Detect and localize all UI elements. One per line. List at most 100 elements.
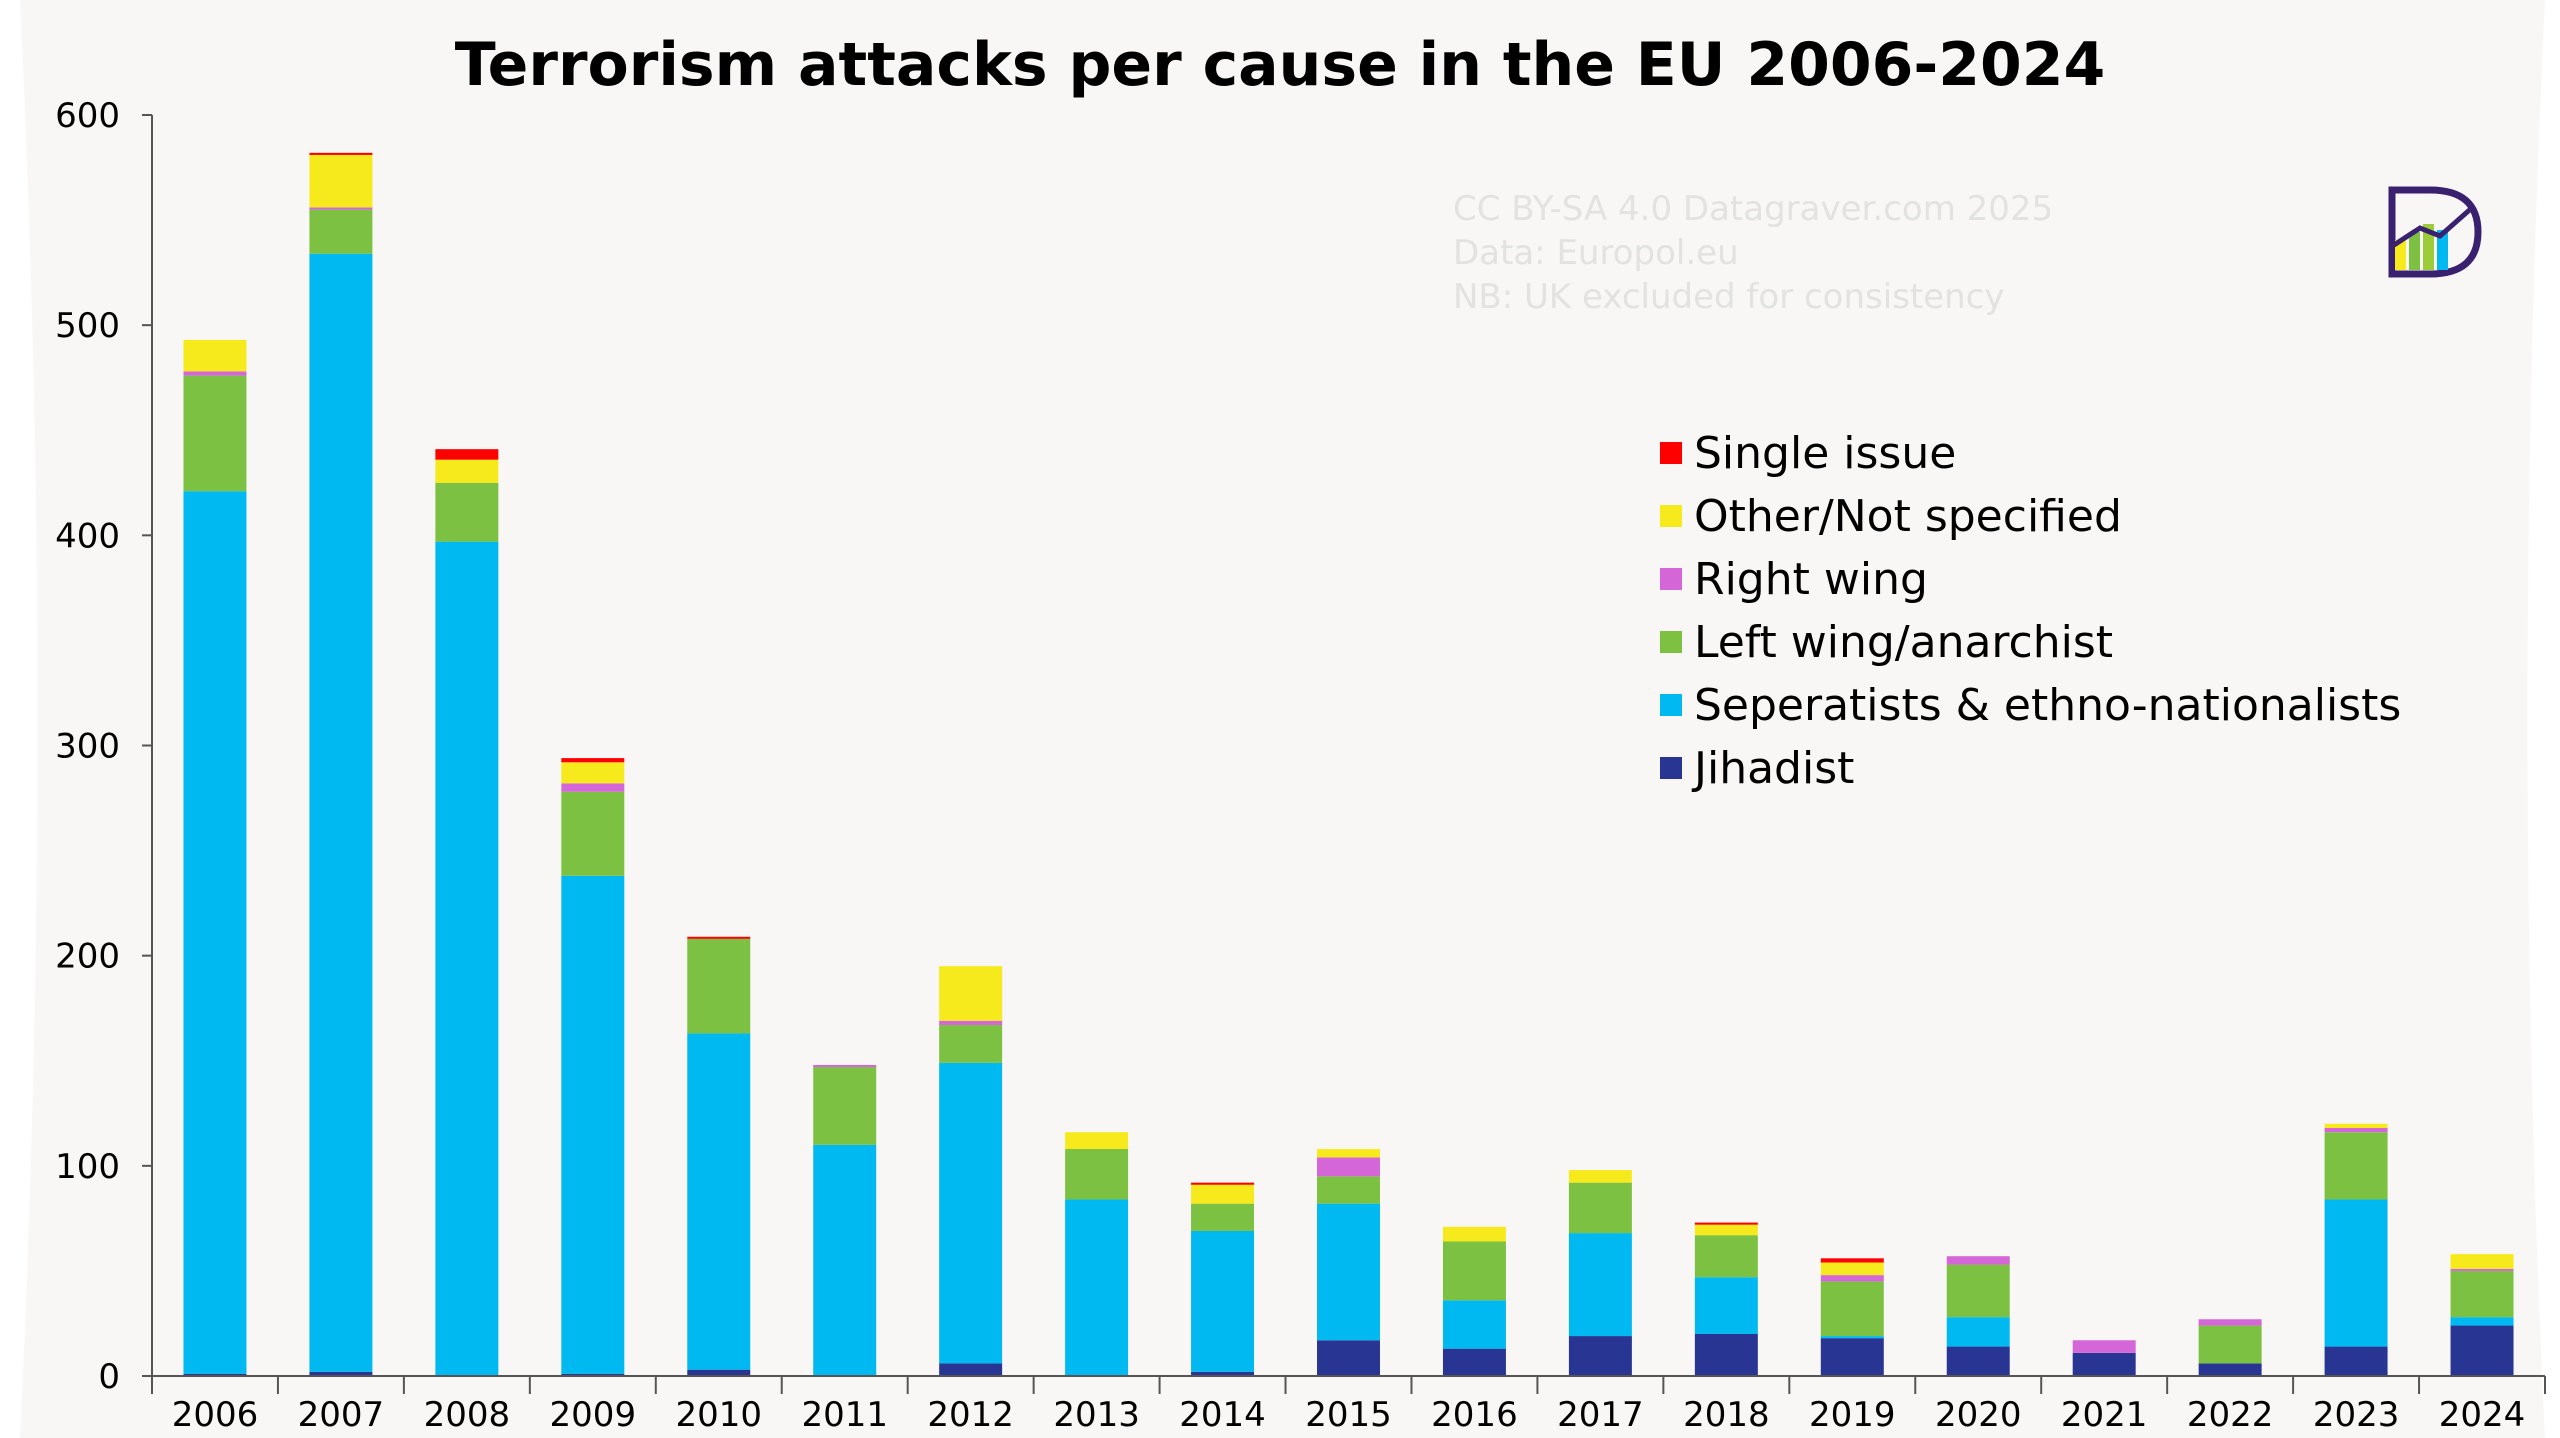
bar-segment-single-issue-2014 bbox=[1191, 1182, 1255, 1185]
bar-segment-single-issue-2007 bbox=[309, 152, 373, 155]
legend-label-jihadist: Jihadist bbox=[1691, 743, 1854, 794]
legend-swatch-seperatists-ethno-nationalists bbox=[1660, 694, 1682, 716]
legend-swatch-other-not-specified bbox=[1660, 505, 1682, 527]
y-axis: 0 100 200 300 400 500 600 bbox=[55, 96, 153, 1397]
bar-segment-jihadist-2020 bbox=[1946, 1346, 2010, 1376]
bar-segment-other-not-specified-2013 bbox=[1065, 1132, 1129, 1150]
bar-segment-seperatists-ethno-nationalists-2012 bbox=[939, 1062, 1003, 1364]
bar-segment-jihadist-2019 bbox=[1820, 1338, 1884, 1376]
bar-segment-seperatists-ethno-nationalists-2014 bbox=[1191, 1230, 1255, 1372]
x-axis: 2006 2007 2008 2009 2010 2011 2012 2013 2014 2015… bbox=[151, 1375, 2546, 1435]
bar-segment-jihadist-2018 bbox=[1694, 1333, 1758, 1376]
x-tick-label: 2014 bbox=[1179, 1395, 1266, 1435]
bar-segment-other-not-specified-2024 bbox=[2450, 1254, 2514, 1269]
bar-segment-seperatists-ethno-nationalists-2008 bbox=[435, 541, 499, 1376]
legend-label-single-issue: Single issue bbox=[1694, 428, 1956, 479]
bar-segment-seperatists-ethno-nationalists-2018 bbox=[1694, 1277, 1758, 1334]
bar-segment-single-issue-2018 bbox=[1694, 1222, 1758, 1225]
chart-background bbox=[20, 0, 2545, 1438]
bar-segment-right-wing-2021 bbox=[2072, 1340, 2136, 1353]
legend-label-seperatists-ethno-nationalists: Seperatists & ethno-nationalists bbox=[1694, 680, 2401, 731]
legend-swatch-left-wing-anarchist bbox=[1660, 631, 1682, 653]
bar-segment-other-not-specified-2008 bbox=[435, 459, 499, 483]
bar-segment-left-wing-anarchist-2014 bbox=[1191, 1203, 1255, 1231]
bar-segment-left-wing-anarchist-2007 bbox=[309, 209, 373, 254]
legend-swatch-jihadist bbox=[1660, 757, 1682, 779]
x-tick-label: 2013 bbox=[1053, 1395, 1140, 1435]
license-note: CC BY-SA 4.0 Datagraver.com 2025 bbox=[1453, 189, 2053, 229]
legend-label-right-wing: Right wing bbox=[1694, 554, 1928, 605]
bars bbox=[183, 152, 2514, 1376]
x-tick-label: 2007 bbox=[298, 1395, 385, 1435]
bar-segment-left-wing-anarchist-2022 bbox=[2198, 1325, 2262, 1364]
bar-segment-left-wing-anarchist-2020 bbox=[1946, 1264, 2010, 1318]
bar-segment-other-not-specified-2014 bbox=[1191, 1184, 1255, 1204]
y-tick-label: 200 bbox=[55, 937, 120, 977]
bar-segment-jihadist-2012 bbox=[939, 1363, 1003, 1376]
bar-segment-left-wing-anarchist-2013 bbox=[1065, 1149, 1129, 1200]
bar-segment-left-wing-anarchist-2008 bbox=[435, 482, 499, 542]
bar-segment-single-issue-2010 bbox=[687, 936, 751, 939]
bar-segment-jihadist-2014 bbox=[1191, 1371, 1255, 1376]
bar-segment-other-not-specified-2023 bbox=[2324, 1123, 2388, 1129]
x-tick-label: 2012 bbox=[927, 1395, 1014, 1435]
bar-segment-right-wing-2011 bbox=[813, 1064, 877, 1068]
bar-segment-other-not-specified-2017 bbox=[1568, 1170, 1632, 1183]
x-tick-label: 2019 bbox=[1809, 1395, 1896, 1435]
bar-segment-left-wing-anarchist-2012 bbox=[939, 1025, 1003, 1063]
x-tick-label: 2011 bbox=[801, 1395, 888, 1435]
x-tick-label: 2017 bbox=[1557, 1395, 1644, 1435]
bar-segment-single-issue-2008 bbox=[435, 449, 499, 460]
source-notes: CC BY-SA 4.0 Datagraver.com 2025 Data: E… bbox=[1453, 189, 2053, 317]
bar-segment-seperatists-ethno-nationalists-2023 bbox=[2324, 1199, 2388, 1347]
legend-swatch-right-wing bbox=[1660, 568, 1682, 590]
bar-segment-single-issue-2019 bbox=[1820, 1258, 1884, 1263]
bar-segment-jihadist-2015 bbox=[1317, 1340, 1380, 1376]
bar-segment-seperatists-ethno-nationalists-2010 bbox=[687, 1033, 751, 1370]
x-tick-label: 2024 bbox=[2439, 1395, 2526, 1435]
bar-segment-jihadist-2006 bbox=[183, 1373, 247, 1376]
x-tick-label: 2023 bbox=[2313, 1395, 2400, 1435]
bar-segment-jihadist-2007 bbox=[309, 1371, 373, 1376]
bar-segment-jihadist-2021 bbox=[2072, 1352, 2136, 1376]
x-tick-label: 2009 bbox=[550, 1395, 637, 1435]
bar-segment-left-wing-anarchist-2023 bbox=[2324, 1132, 2388, 1200]
bar-segment-right-wing-2006 bbox=[183, 371, 247, 376]
bar-segment-seperatists-ethno-nationalists-2020 bbox=[1946, 1317, 2010, 1347]
legend: Single issue Other/Not specified Right win… bbox=[1660, 428, 2401, 794]
x-tick-label: 2022 bbox=[2187, 1395, 2274, 1435]
x-tick-label: 2015 bbox=[1305, 1395, 1392, 1435]
bar-segment-single-issue-2009 bbox=[561, 758, 625, 763]
bar-segment-left-wing-anarchist-2016 bbox=[1442, 1241, 1506, 1301]
bar-segment-right-wing-2009 bbox=[561, 783, 625, 792]
exclusion-note: NB: UK excluded for consistency bbox=[1453, 277, 2005, 317]
bar-segment-right-wing-2023 bbox=[2324, 1128, 2388, 1133]
bar-segment-seperatists-ethno-nationalists-2013 bbox=[1065, 1199, 1129, 1376]
bar-segment-jihadist-2024 bbox=[2450, 1325, 2514, 1376]
y-tick-label: 500 bbox=[55, 306, 120, 346]
bar-segment-left-wing-anarchist-2006 bbox=[183, 375, 247, 492]
bar-segment-jihadist-2017 bbox=[1568, 1336, 1632, 1376]
bar-segment-other-not-specified-2018 bbox=[1694, 1224, 1758, 1236]
bar-segment-left-wing-anarchist-2009 bbox=[561, 791, 625, 876]
bar-segment-right-wing-2012 bbox=[939, 1020, 1003, 1026]
y-tick-label: 300 bbox=[55, 727, 120, 767]
y-tick-label: 0 bbox=[98, 1357, 120, 1397]
bar-segment-jihadist-2009 bbox=[561, 1373, 625, 1376]
bar-segment-left-wing-anarchist-2010 bbox=[687, 938, 751, 1034]
bar-segment-left-wing-anarchist-2024 bbox=[2450, 1270, 2514, 1318]
bar-segment-other-not-specified-2012 bbox=[939, 966, 1003, 1021]
bar-segment-left-wing-anarchist-2018 bbox=[1694, 1235, 1758, 1278]
bar-segment-seperatists-ethno-nationalists-2016 bbox=[1442, 1300, 1506, 1349]
bar-segment-other-not-specified-2006 bbox=[183, 339, 247, 372]
bar-segment-right-wing-2024 bbox=[2450, 1268, 2514, 1271]
bar-segment-seperatists-ethno-nationalists-2017 bbox=[1568, 1233, 1632, 1337]
legend-label-left-wing-anarchist: Left wing/anarchist bbox=[1694, 617, 2113, 668]
bar-segment-seperatists-ethno-nationalists-2024 bbox=[2450, 1317, 2514, 1326]
bar-segment-jihadist-2010 bbox=[687, 1369, 751, 1376]
bar-segment-seperatists-ethno-nationalists-2007 bbox=[309, 253, 373, 1372]
bar-segment-jihadist-2016 bbox=[1442, 1348, 1506, 1376]
legend-swatch-single-issue bbox=[1660, 442, 1682, 464]
